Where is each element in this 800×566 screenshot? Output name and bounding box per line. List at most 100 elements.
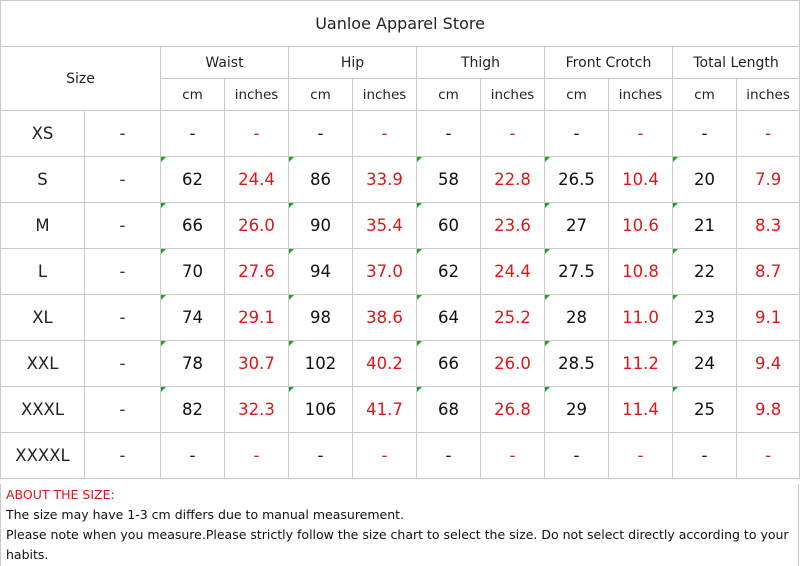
- value-inches: 35.4: [352, 202, 417, 249]
- size-alt: -: [84, 156, 161, 203]
- group-header: Waist: [160, 46, 289, 79]
- value-cm: 78: [160, 340, 225, 387]
- value-inches: 30.7: [224, 340, 289, 387]
- unit-inches-header: inches: [480, 78, 545, 111]
- value-cm: 102: [288, 340, 353, 387]
- table-row: XXXXL - - - - - - - - - - -: [0, 432, 800, 479]
- unit-inches-header: inches: [735, 78, 800, 111]
- unit-cm-header: cm: [416, 78, 481, 111]
- table-row: XL -74 29.1 98 38.6 64 25.2 28 11.0 23 9.1: [0, 294, 800, 341]
- value-cm: -: [544, 432, 609, 479]
- value-cm: -: [288, 110, 353, 157]
- unit-inches-header: inches: [352, 78, 417, 111]
- value-inches: 26.0: [224, 202, 289, 249]
- value-cm: -: [672, 110, 737, 157]
- value-inches: 9.1: [735, 294, 800, 341]
- value-cm: 90: [288, 202, 353, 249]
- value-inches: -: [480, 432, 545, 479]
- unit-cm-header: cm: [160, 78, 225, 111]
- value-cm: 62: [416, 248, 481, 295]
- size-label: S: [0, 156, 85, 203]
- value-inches: 25.2: [480, 294, 545, 341]
- size-label: XL: [0, 294, 85, 341]
- note-line: The size may have 1-3 cm differs due to …: [6, 507, 405, 522]
- size-alt: -: [84, 294, 161, 341]
- value-cm: 27.5: [544, 248, 609, 295]
- value-cm: -: [160, 110, 225, 157]
- size-alt: -: [84, 386, 161, 433]
- value-cm: 62: [160, 156, 225, 203]
- size-alt: -: [84, 110, 161, 157]
- size-label: M: [0, 202, 85, 249]
- unit-inches-header: inches: [608, 78, 673, 111]
- value-inches: 9.8: [735, 386, 800, 433]
- table-row: XXXL -82 32.3 106 41.7 68 26.8 29 11.4 25 9.8: [0, 386, 800, 433]
- value-inches: 9.4: [735, 340, 800, 387]
- value-inches: -: [608, 432, 673, 479]
- table-row: XS - - - - - - - - - - -: [0, 110, 800, 157]
- value-cm: 28: [544, 294, 609, 341]
- table-title: Uanloe Apparel Store: [0, 0, 800, 47]
- value-inches: -: [352, 432, 417, 479]
- value-cm: 68: [416, 386, 481, 433]
- size-alt: -: [84, 202, 161, 249]
- size-table: Uanloe Apparel Store Size Waist Hip Thigh F…: [0, 0, 800, 479]
- value-cm: 66: [160, 202, 225, 249]
- value-inches: 23.6: [480, 202, 545, 249]
- value-inches: 26.0: [480, 340, 545, 387]
- value-inches: 37.0: [352, 248, 417, 295]
- value-inches: 11.2: [608, 340, 673, 387]
- value-cm: 64: [416, 294, 481, 341]
- size-alt: -: [84, 432, 161, 479]
- value-cm: 29: [544, 386, 609, 433]
- value-inches: 10.4: [608, 156, 673, 203]
- value-cm: 70: [160, 248, 225, 295]
- value-inches: 8.7: [735, 248, 800, 295]
- value-inches: 22.8: [480, 156, 545, 203]
- table-row: L -70 27.6 94 37.0 62 24.4 27.5 10.8 22 8.7: [0, 248, 800, 295]
- value-inches: 11.4: [608, 386, 673, 433]
- note-line: Please note when you measure.Please stri…: [6, 527, 789, 562]
- value-cm: 74: [160, 294, 225, 341]
- value-inches: 32.3: [224, 386, 289, 433]
- value-inches: 24.4: [224, 156, 289, 203]
- size-alt: -: [84, 248, 161, 295]
- value-inches: 24.4: [480, 248, 545, 295]
- value-cm: -: [160, 432, 225, 479]
- unit-cm-header: cm: [544, 78, 609, 111]
- value-inches: 33.9: [352, 156, 417, 203]
- value-inches: -: [224, 110, 289, 157]
- value-inches: 7.9: [735, 156, 800, 203]
- value-cm: 66: [416, 340, 481, 387]
- value-inches: 40.2: [352, 340, 417, 387]
- value-cm: 98: [288, 294, 353, 341]
- value-cm: 60: [416, 202, 481, 249]
- value-inches: 8.3: [735, 202, 800, 249]
- unit-cm-header: cm: [672, 78, 737, 111]
- value-cm: 22: [672, 248, 737, 295]
- size-label: L: [0, 248, 85, 295]
- value-cm: 25: [672, 386, 737, 433]
- value-cm: -: [416, 110, 481, 157]
- value-inches: -: [608, 110, 673, 157]
- table-row: S -62 24.4 86 33.9 58 22.8 26.5 10.4 20 7.9: [0, 156, 800, 203]
- value-inches: -: [352, 110, 417, 157]
- value-cm: 27: [544, 202, 609, 249]
- value-inches: 26.8: [480, 386, 545, 433]
- value-inches: 41.7: [352, 386, 417, 433]
- value-cm: -: [672, 432, 737, 479]
- table-row: M -66 26.0 90 35.4 60 23.6 27 10.6 21 8.3: [0, 202, 800, 249]
- size-label: XS: [0, 110, 85, 157]
- group-header: Front Crotch: [544, 46, 673, 79]
- value-cm: 24: [672, 340, 737, 387]
- value-cm: 26.5: [544, 156, 609, 203]
- value-cm: 28.5: [544, 340, 609, 387]
- group-header: Hip: [288, 46, 417, 79]
- value-inches: -: [224, 432, 289, 479]
- notes-title: ABOUT THE SIZE:: [6, 487, 115, 502]
- value-cm: 58: [416, 156, 481, 203]
- size-alt: -: [84, 340, 161, 387]
- unit-cm-header: cm: [288, 78, 353, 111]
- size-label: XXXXL: [0, 432, 85, 479]
